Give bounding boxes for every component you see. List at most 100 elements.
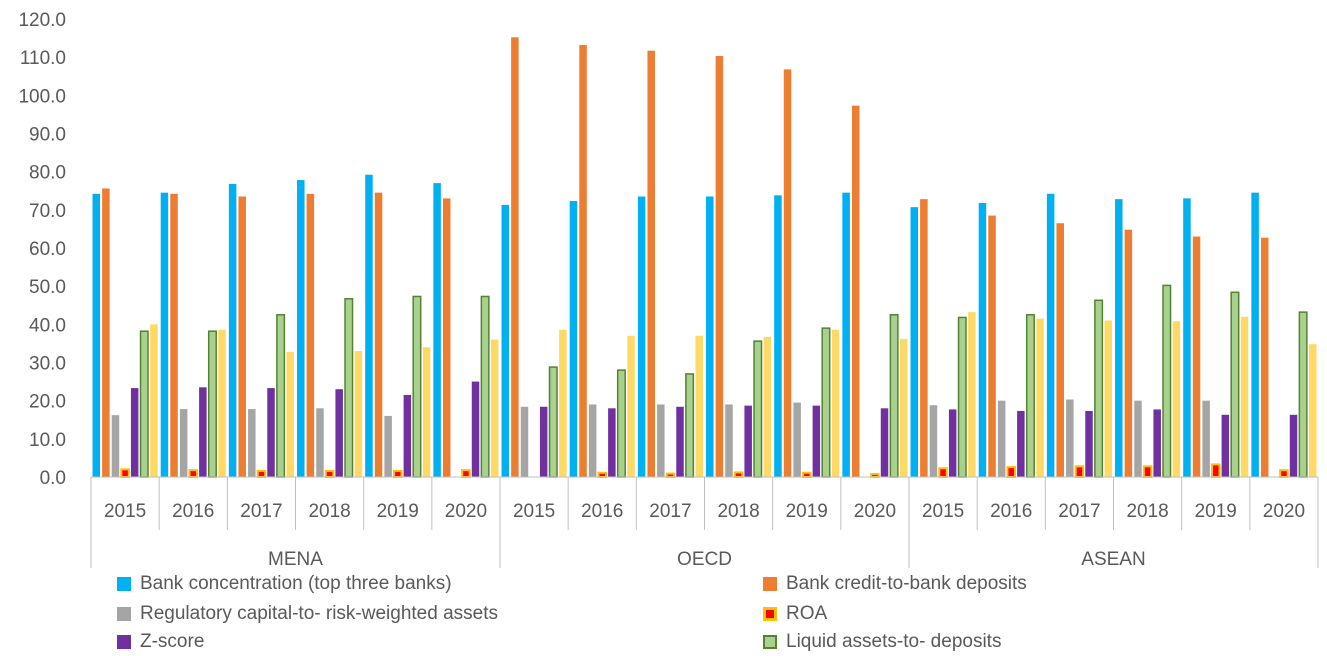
legend: Bank concentration (top three banks) Ban… (0, 570, 1327, 654)
bar-roa (461, 469, 471, 479)
x-tick-label: 2015 (513, 501, 555, 522)
bar-bank-credit-to-bank-deposits (1260, 237, 1269, 477)
bar-regulatory-capital-to-risk-weighted-assets (1202, 400, 1210, 477)
bar-bank-concentration-top-three-banks (433, 183, 441, 477)
bar-regulatory-capital-to-risk-weighted-assets (657, 404, 665, 477)
bar-yellow-series (150, 324, 158, 477)
legend-swatch-roa (763, 607, 777, 621)
bar-roa (597, 471, 607, 478)
bar-z-score (676, 406, 684, 477)
bar-bank-concentration-top-three-banks (706, 196, 714, 477)
legend-label-roa: ROA (786, 603, 828, 624)
bar-yellow-series (286, 351, 294, 477)
bar-z-score (471, 381, 480, 477)
bar-yellow-series (763, 336, 772, 477)
bar-bank-credit-to-bank-deposits (920, 199, 928, 477)
bar-regulatory-capital-to-risk-weighted-assets (1134, 400, 1142, 477)
bar-yellow-series (1104, 320, 1112, 477)
x-tick-label: 2015 (922, 501, 964, 522)
bar-bank-concentration-top-three-banks (297, 180, 305, 477)
bar-z-score (1221, 414, 1230, 477)
y-tick-label: 70.0 (29, 201, 66, 222)
y-tick-label: 30.0 (29, 354, 66, 375)
bar-liquid-assets-to-deposits (1094, 299, 1104, 478)
bar-roa (256, 469, 267, 479)
bar-yellow-series (1308, 344, 1317, 477)
x-tick-label: 2016 (990, 501, 1032, 522)
bar-bank-credit-to-bank-deposits (715, 56, 724, 478)
bar-bank-concentration-top-three-banks (501, 204, 510, 477)
bar-bank-credit-to-bank-deposits (170, 193, 178, 478)
bar-z-score (608, 408, 616, 477)
bar-liquid-assets-to-deposits (1298, 311, 1308, 478)
bar-bank-credit-to-bank-deposits (1124, 229, 1133, 477)
bar-roa (802, 471, 812, 478)
bar-bank-credit-to-bank-deposits (783, 69, 792, 477)
bar-z-score (539, 406, 548, 477)
y-axis: 0.0 10.0 20.0 30.0 40.0 50.0 60.0 70.0 80.0 90.0 1… (18, 10, 66, 489)
bar-yellow-series (218, 329, 226, 477)
x-axis: 2015 2016 2017 2018 2019 2020 MENA 2015 2016 2017… (90, 476, 1319, 570)
bar-bank-credit-to-bank-deposits (851, 105, 860, 477)
bar-z-score (1289, 414, 1298, 477)
bar-roa (188, 469, 198, 479)
bar-liquid-assets-to-deposits (139, 330, 149, 478)
bar-z-score (199, 387, 207, 477)
bar-bank-credit-to-bank-deposits (374, 192, 383, 477)
x-tick-label: 2019 (377, 501, 419, 522)
y-tick-label: 80.0 (29, 163, 66, 184)
bar-chart: 0.0 10.0 20.0 30.0 40.0 50.0 60.0 70.0 80.0 90.0 1… (18, 10, 1319, 570)
bar-bank-concentration-top-three-banks (569, 201, 578, 477)
x-tick-label: 2017 (649, 501, 691, 522)
group-label-mena: MENA (268, 549, 323, 570)
legend-swatch-bank-concentration (117, 577, 131, 591)
bar-liquid-assets-to-deposits (1025, 314, 1035, 478)
bar-bank-credit-to-bank-deposits (442, 198, 451, 477)
bar-z-score (744, 405, 752, 477)
legend-label-z-score: Z-score (140, 631, 205, 652)
x-tick-label: 2016 (172, 501, 214, 522)
bar-roa (120, 468, 130, 478)
bar-regulatory-capital-to-risk-weighted-assets (520, 406, 529, 477)
bar-z-score (1085, 410, 1093, 477)
x-tick-label: 2017 (240, 501, 282, 522)
bar-z-score (403, 394, 412, 477)
bar-yellow-series (422, 347, 431, 477)
bar-z-score (880, 408, 889, 477)
y-tick-label: 20.0 (29, 392, 66, 413)
bar-roa (1006, 466, 1016, 478)
x-tick-label: 2016 (581, 501, 623, 522)
bar-z-score (267, 388, 275, 477)
y-tick-label: 100.0 (18, 86, 66, 107)
bar-regulatory-capital-to-risk-weighted-assets (179, 409, 188, 477)
legend-swatch-z-score (117, 635, 131, 649)
legend-label-regulatory-capital: Regulatory capital-to- risk-weighted ass… (140, 603, 498, 624)
bar-bank-concentration-top-three-banks (637, 196, 646, 477)
x-tick-label: 2018 (308, 501, 350, 522)
bar-liquid-assets-to-deposits (685, 373, 695, 478)
y-tick-label: 60.0 (29, 239, 66, 260)
bar-roa (733, 471, 744, 479)
legend-item-bank-credit: Bank credit-to-bank deposits (763, 570, 1027, 598)
bar-regulatory-capital-to-risk-weighted-assets (316, 408, 324, 477)
y-tick-label: 40.0 (29, 315, 66, 336)
bar-yellow-series (899, 338, 908, 477)
bar-regulatory-capital-to-risk-weighted-assets (997, 400, 1006, 477)
bar-bank-credit-to-bank-deposits (579, 44, 587, 477)
x-tick-label: 2019 (786, 501, 828, 522)
bar-bank-credit-to-bank-deposits (647, 50, 655, 478)
bar-bank-concentration-top-three-banks (1251, 192, 1259, 477)
bar-bank-concentration-top-three-banks (978, 202, 987, 477)
legend-swatch-regulatory-capital (117, 607, 131, 621)
bar-liquid-assets-to-deposits (753, 340, 763, 478)
bar-roa (938, 467, 948, 479)
y-tick-label: 50.0 (29, 277, 66, 298)
y-tick-label: 10.0 (29, 430, 66, 451)
bar-roa (1142, 465, 1153, 478)
bar-yellow-series (1036, 318, 1044, 477)
bar-bank-credit-to-bank-deposits (511, 37, 519, 477)
legend-label-bank-credit: Bank credit-to-bank deposits (786, 573, 1027, 594)
bar-regulatory-capital-to-risk-weighted-assets (111, 415, 120, 477)
bar-yellow-series (831, 329, 840, 477)
plot-area (92, 37, 1317, 479)
